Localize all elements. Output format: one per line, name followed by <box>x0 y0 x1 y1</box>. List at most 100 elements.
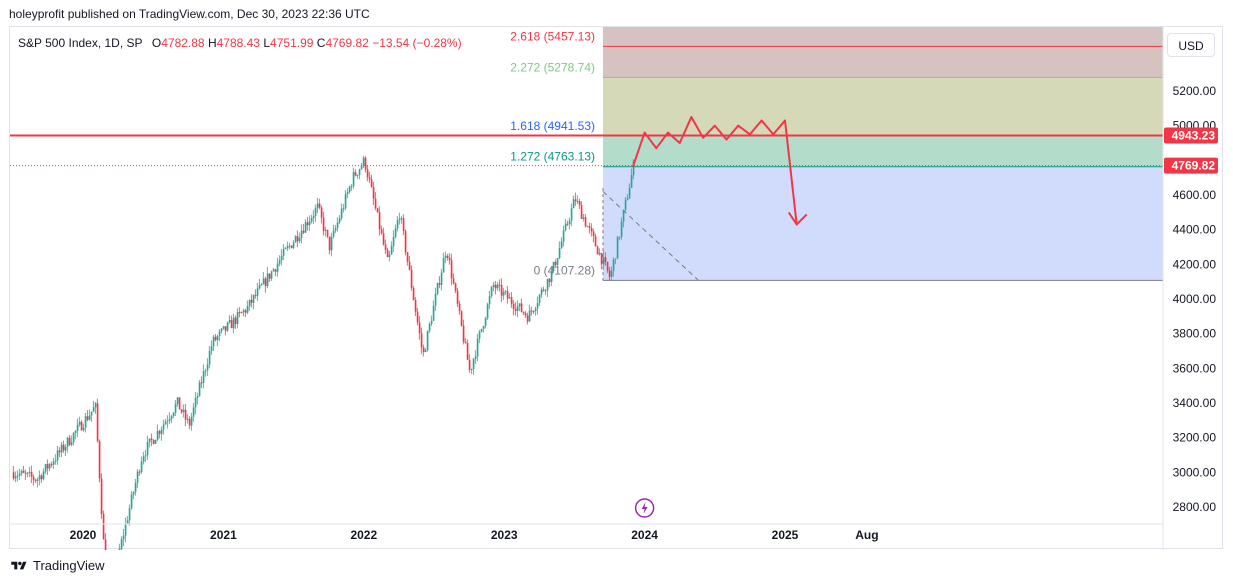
candle-body <box>258 284 261 289</box>
candle-body <box>624 200 627 210</box>
candle-body <box>584 217 587 227</box>
candle-body <box>614 258 617 260</box>
candle-body <box>72 432 75 443</box>
last-price-tag: 4769.82 <box>1172 159 1216 173</box>
candle-body <box>606 262 609 271</box>
candle-body <box>146 442 149 456</box>
candle-body <box>602 257 605 265</box>
candle-body <box>526 315 529 322</box>
candle-body <box>456 290 459 304</box>
candle-body <box>444 255 447 259</box>
candle-body <box>186 418 189 420</box>
candle-body <box>332 230 335 237</box>
candle-body <box>256 288 259 296</box>
candle-body <box>324 229 327 231</box>
candle-body <box>604 257 607 263</box>
y-tick-label: 2800.00 <box>1173 500 1217 514</box>
candle-body <box>542 289 545 291</box>
ohlc-legend: S&P 500 Index, 1D, SP O4782.88 H4788.43 … <box>18 36 462 50</box>
candle-body <box>406 252 409 262</box>
candle-body <box>86 416 89 420</box>
candle-body <box>404 230 407 253</box>
candle-body <box>18 473 21 476</box>
candle-body <box>90 411 93 416</box>
candle-body <box>218 331 221 337</box>
y-tick-label: 3200.00 <box>1173 431 1217 445</box>
candle-body <box>608 270 611 277</box>
candle-body <box>296 236 299 242</box>
candle-body <box>166 420 169 422</box>
candle-body <box>308 221 311 226</box>
candle-body <box>394 228 397 237</box>
candle-body <box>96 403 99 441</box>
candle-body <box>566 223 569 225</box>
candle-body <box>132 492 135 495</box>
candle-body <box>610 270 613 277</box>
candle-body <box>94 403 97 408</box>
candle-body <box>144 455 147 457</box>
open-value: 4782.88 <box>161 36 205 50</box>
candle-body <box>168 418 171 421</box>
candle-body <box>212 336 215 347</box>
candle-body <box>326 229 329 237</box>
candle-body <box>70 442 73 445</box>
candle-body <box>214 336 217 341</box>
y-tick-label: 3400.00 <box>1173 396 1217 410</box>
y-tick-label: 4200.00 <box>1173 257 1217 271</box>
close-label: C <box>316 36 326 50</box>
candle-body <box>76 424 79 431</box>
x-tick-label: 2025 <box>772 528 799 542</box>
candle-body <box>150 438 153 440</box>
candle-body <box>178 397 181 410</box>
candle-body <box>532 311 535 313</box>
candle-body <box>390 246 393 255</box>
candle-body <box>248 299 251 307</box>
candle-body <box>494 284 497 289</box>
candle-body <box>16 475 19 477</box>
low-label: L <box>263 36 271 50</box>
candle-body <box>288 245 291 247</box>
footer-brand[interactable]: TradingView <box>10 558 105 573</box>
candle-body <box>230 320 233 329</box>
candle-body <box>572 199 575 209</box>
candle-body <box>464 342 467 344</box>
y-tick-label: 4600.00 <box>1173 188 1217 202</box>
fib-level-label: 2.272 (5278.74) <box>510 60 595 74</box>
candle-body <box>282 248 285 256</box>
candle-body <box>302 230 305 233</box>
candle-body <box>560 241 563 249</box>
candle-body <box>26 472 29 474</box>
candle-body <box>458 303 461 311</box>
candle-body <box>376 208 379 213</box>
open-label: O <box>151 36 162 50</box>
fib-zone <box>603 166 1163 281</box>
price-chart[interactable]: 0 (4107.28) 1.272 (4763.13) 1.618 (4941.53… <box>10 27 1224 550</box>
candle-body <box>264 278 267 287</box>
candle-body <box>466 342 469 360</box>
candle-body <box>232 317 235 329</box>
candle-body <box>586 226 589 228</box>
candle-body <box>82 427 85 431</box>
candle-body <box>220 328 223 332</box>
candle-body <box>148 438 151 443</box>
high-label: H <box>207 36 217 50</box>
candle-body <box>528 310 531 322</box>
candle-body <box>152 439 155 444</box>
candle-body <box>50 464 53 466</box>
candle-body <box>140 461 143 473</box>
candle-body <box>98 440 101 479</box>
candle-body <box>172 412 175 417</box>
candle-body <box>616 237 619 259</box>
candle-body <box>486 304 489 319</box>
candle-body <box>516 306 519 311</box>
currency-button[interactable]: USD <box>1167 33 1215 57</box>
candle-body <box>618 236 621 238</box>
candle-body <box>240 312 243 314</box>
candle-body <box>314 208 317 216</box>
candle-body <box>484 318 487 327</box>
candle-body <box>400 218 403 220</box>
candle-body <box>544 290 547 292</box>
candle-body <box>382 233 385 245</box>
chart-frame[interactable]: 0 (4107.28) 1.272 (4763.13) 1.618 (4941.53… <box>9 26 1224 550</box>
candle-body <box>492 284 495 288</box>
